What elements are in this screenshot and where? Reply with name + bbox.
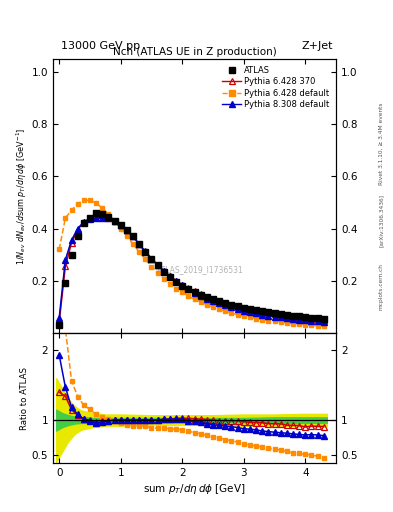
Text: mcplots.cern.ch: mcplots.cern.ch xyxy=(379,263,384,310)
Title: Nch (ATLAS UE in Z production): Nch (ATLAS UE in Z production) xyxy=(113,47,276,57)
Text: [arXiv:1306.3436]: [arXiv:1306.3436] xyxy=(379,194,384,247)
Text: 13000 GeV pp: 13000 GeV pp xyxy=(61,41,140,51)
Y-axis label: Ratio to ATLAS: Ratio to ATLAS xyxy=(20,367,29,430)
Legend: ATLAS, Pythia 6.428 370, Pythia 6.428 default, Pythia 8.308 default: ATLAS, Pythia 6.428 370, Pythia 6.428 de… xyxy=(220,63,332,112)
Text: ATLAS_2019_I1736531: ATLAS_2019_I1736531 xyxy=(157,266,244,274)
X-axis label: sum $p_T/d\eta\,d\phi$ [GeV]: sum $p_T/d\eta\,d\phi$ [GeV] xyxy=(143,482,246,497)
Text: Z+Jet: Z+Jet xyxy=(302,41,333,51)
Text: Rivet 3.1.10, ≥ 3.4M events: Rivet 3.1.10, ≥ 3.4M events xyxy=(379,102,384,185)
Y-axis label: $1/N_{ev}$ $dN_{ev}/d$sum $p_T/d\eta\,d\phi$ [GeV$^{-1}$]: $1/N_{ev}$ $dN_{ev}/d$sum $p_T/d\eta\,d\… xyxy=(15,127,29,265)
